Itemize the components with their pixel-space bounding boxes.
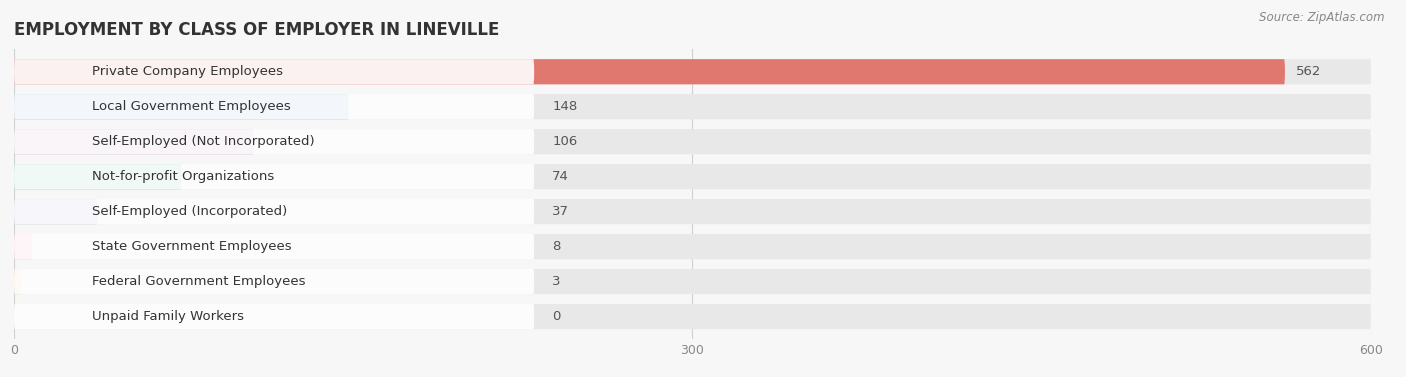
FancyBboxPatch shape <box>14 94 1371 119</box>
FancyBboxPatch shape <box>14 129 534 154</box>
Text: 148: 148 <box>553 100 578 113</box>
Text: 74: 74 <box>553 170 569 183</box>
Text: 3: 3 <box>553 275 561 288</box>
Text: State Government Employees: State Government Employees <box>91 240 291 253</box>
Text: 8: 8 <box>553 240 561 253</box>
FancyBboxPatch shape <box>14 94 349 119</box>
Text: Local Government Employees: Local Government Employees <box>91 100 291 113</box>
FancyBboxPatch shape <box>14 94 534 119</box>
Text: 37: 37 <box>553 205 569 218</box>
FancyBboxPatch shape <box>14 269 21 294</box>
FancyBboxPatch shape <box>14 164 1371 189</box>
FancyBboxPatch shape <box>14 199 534 224</box>
FancyBboxPatch shape <box>14 164 534 189</box>
FancyBboxPatch shape <box>14 234 1371 259</box>
Text: Not-for-profit Organizations: Not-for-profit Organizations <box>91 170 274 183</box>
FancyBboxPatch shape <box>14 129 253 154</box>
FancyBboxPatch shape <box>14 304 1371 329</box>
Text: Self-Employed (Incorporated): Self-Employed (Incorporated) <box>91 205 287 218</box>
FancyBboxPatch shape <box>14 234 32 259</box>
Text: 106: 106 <box>553 135 578 148</box>
FancyBboxPatch shape <box>14 269 1371 294</box>
Text: Source: ZipAtlas.com: Source: ZipAtlas.com <box>1260 11 1385 24</box>
FancyBboxPatch shape <box>14 129 1371 154</box>
FancyBboxPatch shape <box>14 164 181 189</box>
FancyBboxPatch shape <box>14 269 534 294</box>
Text: 0: 0 <box>553 310 561 323</box>
Text: EMPLOYMENT BY CLASS OF EMPLOYER IN LINEVILLE: EMPLOYMENT BY CLASS OF EMPLOYER IN LINEV… <box>14 21 499 39</box>
Text: 562: 562 <box>1296 65 1322 78</box>
Text: Unpaid Family Workers: Unpaid Family Workers <box>91 310 245 323</box>
FancyBboxPatch shape <box>14 59 1285 84</box>
FancyBboxPatch shape <box>14 234 534 259</box>
FancyBboxPatch shape <box>14 59 534 84</box>
FancyBboxPatch shape <box>14 59 1371 84</box>
FancyBboxPatch shape <box>14 199 1371 224</box>
Text: Private Company Employees: Private Company Employees <box>91 65 283 78</box>
FancyBboxPatch shape <box>14 304 534 329</box>
Text: Self-Employed (Not Incorporated): Self-Employed (Not Incorporated) <box>91 135 315 148</box>
Text: Federal Government Employees: Federal Government Employees <box>91 275 305 288</box>
FancyBboxPatch shape <box>14 199 98 224</box>
